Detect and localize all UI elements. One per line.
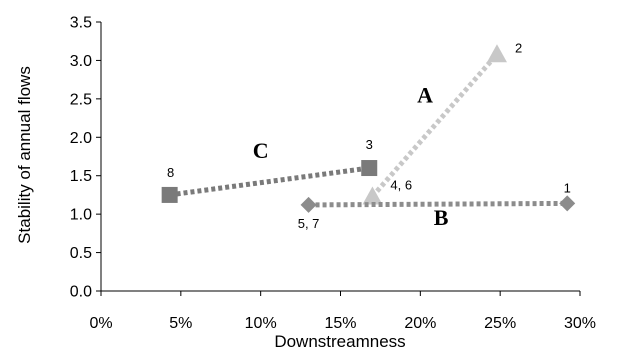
series-line xyxy=(170,168,370,195)
series-C: 8 3 C xyxy=(162,137,378,203)
x-tick-label: 20% xyxy=(404,315,436,332)
y-tick-label: 1.5 xyxy=(70,168,92,185)
y-tick-label: 0.0 xyxy=(70,284,92,301)
point-label: 4, 6 xyxy=(390,177,412,192)
series-line xyxy=(372,54,497,196)
x-tick-label: 30% xyxy=(564,315,596,332)
series-label: B xyxy=(434,205,449,230)
y-tick-label: 1.0 xyxy=(70,207,92,224)
y-tick-label: 2.0 xyxy=(70,130,92,147)
y-tick-label: 0.5 xyxy=(70,245,92,262)
point-label: 8 xyxy=(167,165,174,180)
point-label: 5, 7 xyxy=(298,216,320,231)
series-B: 5, 7 1 B xyxy=(298,180,576,231)
x-tick-label: 10% xyxy=(245,315,277,332)
data-point-square xyxy=(162,187,178,203)
x-tick-label: 5% xyxy=(169,315,192,332)
x-tick-label: 25% xyxy=(484,315,516,332)
y-tick-label: 2.5 xyxy=(70,91,92,108)
point-label: 3 xyxy=(366,137,373,152)
y-tick-label: 3.5 xyxy=(70,15,92,32)
y-axis-title: Stability of annual flows xyxy=(15,66,34,244)
point-label: 1 xyxy=(564,180,571,195)
point-label: 2 xyxy=(515,40,522,55)
data-point-square xyxy=(361,160,377,176)
x-tick-label: 0% xyxy=(89,315,112,332)
data-point-triangle xyxy=(487,44,507,62)
x-tick-label: 15% xyxy=(324,315,356,332)
x-axis-title: Downstreamness xyxy=(274,332,405,351)
series-label: A xyxy=(417,83,433,108)
series-label: C xyxy=(253,138,269,163)
series-A: 4, 6 2 A xyxy=(362,40,522,204)
y-tick-label: 3.0 xyxy=(70,53,92,70)
data-point-diamond xyxy=(301,197,317,213)
data-point-diamond xyxy=(559,195,575,211)
series-layer: 4, 6 2 A 5, 7 1 B 8 3 C xyxy=(162,40,576,231)
